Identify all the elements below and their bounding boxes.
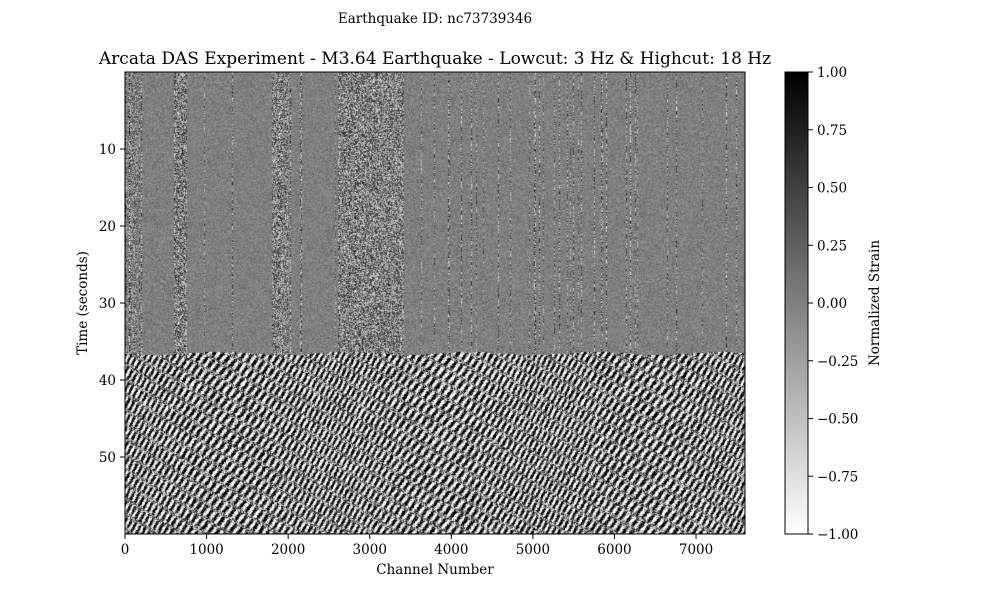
colorbar-label: Normalized Strain: [867, 240, 883, 366]
colorbar-tick-label: −1.00: [817, 527, 858, 543]
colorbar-tick-label: −0.75: [817, 469, 858, 485]
colorbar-tick-label: −0.50: [817, 412, 858, 428]
y-tick-label: 10: [99, 142, 116, 158]
x-axis-label: Channel Number: [376, 562, 494, 578]
y-axis-label: Time (seconds): [75, 251, 91, 355]
y-tick-label: 40: [99, 373, 116, 389]
y-tick-label: 20: [99, 219, 116, 235]
x-axis-ticks: 0 1000 2000 3000 4000 5000 6000 7000: [121, 534, 713, 558]
x-tick-label: 3000: [353, 542, 387, 558]
y-axis-ticks: 10 20 30 40 50: [99, 142, 125, 466]
colorbar-tick-label: 0.25: [817, 238, 847, 254]
x-tick-label: 2000: [271, 542, 305, 558]
x-tick-label: 5000: [516, 542, 550, 558]
colorbar-ticks: 1.00 0.75 0.50 0.25 0.00 −0.25 −0.50 −0.75 −1.00: [808, 65, 858, 543]
chart-title: Arcata DAS Experiment - M3.64 Earthquake…: [98, 49, 771, 69]
colorbar-tick-label: 0.50: [817, 181, 847, 197]
heatmap-image: [125, 72, 745, 534]
x-tick-label: 1000: [189, 542, 223, 558]
y-tick-label: 50: [99, 450, 116, 466]
x-tick-label: 7000: [679, 542, 713, 558]
colorbar-tick-label: 0.00: [817, 296, 847, 312]
y-tick-label: 30: [99, 296, 116, 312]
colorbar-tick-label: 1.00: [817, 65, 847, 81]
x-tick-label: 0: [121, 542, 130, 558]
colorbar-tick-label: 0.75: [817, 123, 847, 139]
x-tick-label: 4000: [434, 542, 468, 558]
colorbar-tick-label: −0.25: [817, 354, 858, 370]
chart-suptitle: Earthquake ID: nc73739346: [338, 11, 532, 27]
x-tick-label: 6000: [597, 542, 631, 558]
colorbar: [784, 71, 809, 535]
